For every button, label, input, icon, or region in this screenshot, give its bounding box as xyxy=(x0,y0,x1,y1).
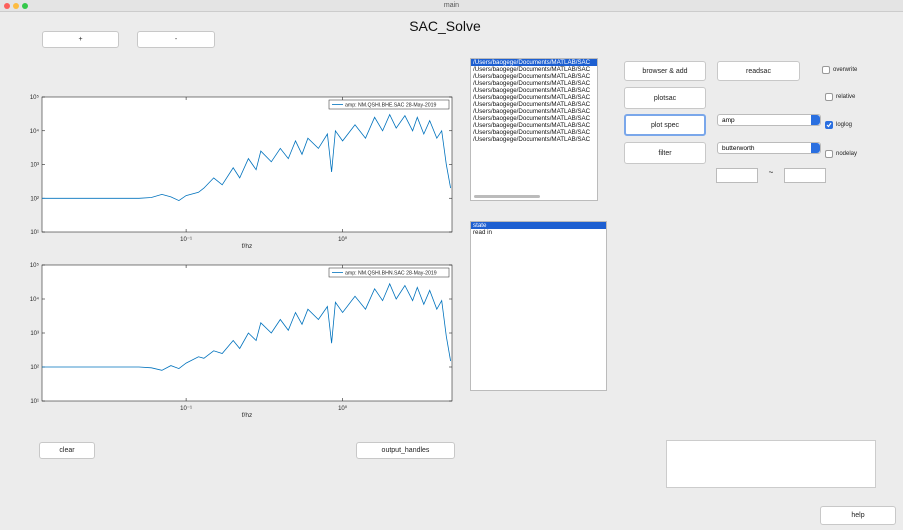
list-item[interactable]: /Users/baogege/Documents/MATLAB/SAC xyxy=(473,101,591,108)
button[interactable]: + xyxy=(42,31,119,48)
x-tick-label: 10⁰ xyxy=(338,405,348,412)
list-item[interactable]: /Users/baogege/Documents/MATLAB/SAC xyxy=(471,59,597,66)
y-tick-label: 10² xyxy=(30,196,39,202)
popup-value: butterworth xyxy=(722,144,755,152)
popup-arrow[interactable] xyxy=(811,143,820,153)
close[interactable] xyxy=(4,3,10,9)
list-item[interactable]: /Users/baogege/Documents/MATLAB/SAC xyxy=(473,108,591,115)
y-tick-label: 10⁵ xyxy=(30,262,40,269)
checkbox-label: loglog xyxy=(836,122,853,128)
x-tick-label: 10⁻¹ xyxy=(180,406,192,412)
y-tick-label: 10⁵ xyxy=(30,94,40,101)
checkbox[interactable]: loglog xyxy=(825,121,852,129)
button[interactable]: output_handles xyxy=(356,442,455,459)
button[interactable]: - xyxy=(137,31,215,48)
text-area[interactable] xyxy=(666,440,876,488)
legend-box xyxy=(328,99,450,110)
x-axis-label: f/hz xyxy=(242,243,252,250)
x-tick-label: 10⁻¹ xyxy=(180,237,192,243)
x-axis-label: f/hz xyxy=(242,412,252,419)
y-tick-label: 10⁴ xyxy=(30,128,40,135)
button[interactable]: filter xyxy=(624,142,706,164)
checkbox-box[interactable] xyxy=(825,93,833,101)
list-item[interactable]: /Users/baogege/Documents/MATLAB/SAC xyxy=(473,80,591,87)
scrollbar[interactable] xyxy=(474,195,540,198)
y-tick-label: 10³ xyxy=(30,331,39,337)
window-title: main xyxy=(443,2,460,9)
list-item[interactable]: /Users/baogege/Documents/MATLAB/SAC xyxy=(473,87,591,94)
list-item[interactable]: /Users/baogege/Documents/MATLAB/SAC xyxy=(473,115,591,122)
file-list[interactable]: /Users/baogege/Documents/MATLAB/SAC/User… xyxy=(470,58,598,201)
app-title: SAC_Solve xyxy=(409,18,481,34)
popup-menu[interactable]: amp xyxy=(717,114,821,126)
checkbox-label: overwrite xyxy=(833,67,858,73)
zoom[interactable] xyxy=(22,3,28,9)
state-list[interactable]: state read in xyxy=(470,221,607,391)
legend-label: amp: NM.QSHI.BHE.SAC 28-May-2019 xyxy=(345,103,437,109)
list-item[interactable]: /Users/baogege/Documents/MATLAB/SAC xyxy=(473,136,591,143)
list-item[interactable]: read in xyxy=(473,229,492,236)
plot-area xyxy=(41,96,453,233)
popup-arrow[interactable] xyxy=(811,115,820,125)
list-item[interactable]: /Users/baogege/Documents/MATLAB/SAC xyxy=(473,122,591,129)
list-item[interactable]: /Users/baogege/Documents/MATLAB/SAC xyxy=(473,66,591,73)
list-item[interactable]: /Users/baogege/Documents/MATLAB/SAC xyxy=(473,94,591,101)
y-tick-label: 10⁴ xyxy=(30,296,40,303)
checkbox[interactable]: nodelay xyxy=(825,150,857,158)
y-tick-label: 10¹ xyxy=(30,230,39,236)
legend-label: amp: NM.QSHI.BHN.SAC 28-May-2019 xyxy=(345,271,437,277)
x-tick-label: 10⁰ xyxy=(338,236,348,243)
list-item[interactable]: state xyxy=(471,222,606,229)
checkbox[interactable]: overwrite xyxy=(822,66,857,74)
y-tick-label: 10³ xyxy=(30,163,39,169)
checkbox-label: nodelay xyxy=(836,151,858,157)
popup-value: amp xyxy=(722,116,735,124)
list-item[interactable]: /Users/baogege/Documents/MATLAB/SAC xyxy=(473,129,591,136)
button[interactable]: plotsac xyxy=(624,87,706,109)
checkbox-label: relative xyxy=(836,94,856,100)
button[interactable]: help xyxy=(820,506,896,525)
button[interactable]: browser & add xyxy=(624,61,706,81)
checkbox-box[interactable] xyxy=(825,121,833,129)
checkbox[interactable]: relative xyxy=(825,93,855,101)
range-separator: ~ xyxy=(768,168,774,177)
edit-high[interactable] xyxy=(784,168,826,183)
y-tick-label: 10² xyxy=(30,365,39,371)
y-tick-label: 10¹ xyxy=(30,399,39,405)
button[interactable]: readsac xyxy=(717,61,800,81)
title-bar: main xyxy=(0,0,903,12)
legend-box xyxy=(328,267,450,278)
minimize[interactable] xyxy=(13,3,19,9)
button[interactable]: plot spec xyxy=(624,114,706,136)
list-item[interactable]: /Users/baogege/Documents/MATLAB/SAC xyxy=(473,73,591,80)
button[interactable]: clear xyxy=(39,442,95,459)
checkbox-box[interactable] xyxy=(825,150,833,158)
spectrum-line xyxy=(42,113,451,202)
checkbox-box[interactable] xyxy=(822,66,830,74)
edit-low[interactable] xyxy=(716,168,758,183)
plot-area xyxy=(41,264,453,402)
spectrum-line xyxy=(42,282,451,371)
popup-menu[interactable]: butterworth xyxy=(717,142,821,154)
